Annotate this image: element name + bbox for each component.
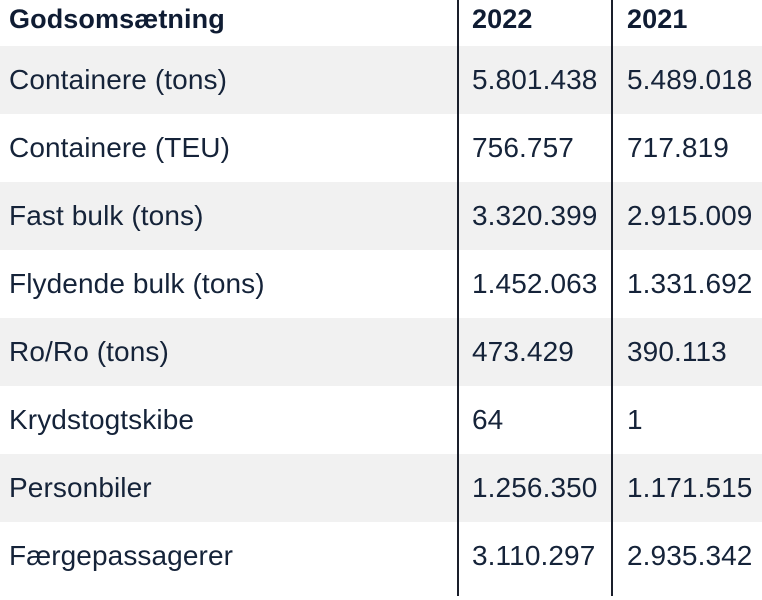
table-row: Færgepassagerer 3.110.297 2.935.342 [0, 522, 762, 590]
row-value-2022: 473.429 [472, 336, 574, 367]
table-row: Containere (TEU) 756.757 717.819 [0, 114, 762, 182]
header-year-2021: 2021 [627, 4, 688, 34]
table-row: Flydende bulk (tons) 1.452.063 1.331.692 [0, 250, 762, 318]
header-category: Godsomsætning [9, 4, 225, 34]
row-value-2021: 5.489.018 [627, 64, 753, 95]
table-row: Fast bulk (tons) 3.320.399 2.915.009 [0, 182, 762, 250]
row-value-2021: 1.171.515 [627, 472, 753, 503]
column-divider-2021 [611, 0, 613, 596]
row-label: Færgepassagerer [9, 540, 234, 571]
table-row: Krydstogtskibe 64 1 [0, 386, 762, 454]
row-value-2021: 717.819 [627, 132, 729, 163]
row-value-2021: 1.331.692 [627, 268, 753, 299]
row-value-2022: 5.801.438 [472, 64, 598, 95]
row-value-2021: 390.113 [627, 336, 727, 367]
table-row: Ro/Ro (tons) 473.429 390.113 [0, 318, 762, 386]
row-value-2022: 1.256.350 [472, 472, 598, 503]
row-label: Containere (TEU) [9, 132, 231, 163]
header-year-2022: 2022 [472, 4, 533, 34]
row-label: Personbiler [9, 472, 152, 503]
row-label: Fast bulk (tons) [9, 200, 204, 231]
row-label: Krydstogtskibe [9, 404, 195, 435]
row-value-2022: 1.452.063 [472, 268, 598, 299]
table-row: Personbiler 1.256.350 1.171.515 [0, 454, 762, 522]
row-value-2022: 64 [472, 404, 504, 435]
row-label: Containere (tons) [9, 64, 228, 95]
row-value-2022: 756.757 [472, 132, 574, 163]
row-label: Ro/Ro (tons) [9, 336, 169, 367]
row-value-2021: 1 [627, 404, 643, 435]
table-header-row: Godsomsætning 2022 2021 [0, 0, 762, 46]
row-value-2021: 2.915.009 [627, 200, 753, 231]
row-label: Flydende bulk (tons) [9, 268, 265, 299]
row-value-2022: 3.110.297 [472, 540, 596, 571]
row-value-2021: 2.935.342 [627, 540, 753, 571]
column-divider-2022 [457, 0, 459, 596]
table-row: Containere (tons) 5.801.438 5.489.018 [0, 46, 762, 114]
row-value-2022: 3.320.399 [472, 200, 598, 231]
